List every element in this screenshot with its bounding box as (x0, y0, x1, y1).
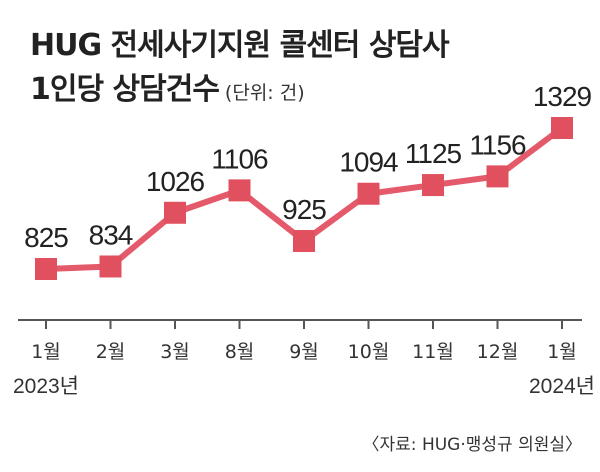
data-point-marker (357, 182, 380, 205)
data-point-marker (422, 174, 444, 197)
data-label: 1125 (405, 138, 462, 169)
data-label: 825 (24, 222, 68, 253)
x-tick-label: 11월 (412, 341, 454, 363)
x-tick-label: 1월 (547, 341, 577, 363)
chart-title-line1: HUG 전세사기지원 콜센터 상담사 (30, 28, 450, 63)
data-point-marker (293, 230, 315, 253)
data-label: 1156 (469, 129, 526, 160)
data-point-marker (164, 201, 186, 224)
x-tick-label: 3월 (160, 341, 190, 363)
data-label: 925 (282, 194, 326, 225)
line-chart: 1월 2월 3월 8월 9월 10월 11월 12월 1월 2023년 2024년 825 834 102… (13, 81, 595, 398)
x-tick-label: 10월 (348, 341, 390, 363)
x-tick-label: 2월 (96, 341, 126, 363)
data-point-marker (486, 165, 509, 188)
data-label: 1329 (533, 81, 592, 112)
data-label: 1094 (339, 147, 398, 178)
chart-title-text: 1인당 상담건수 (30, 72, 220, 107)
data-point-marker (551, 117, 573, 139)
data-label: 1106 (211, 143, 268, 174)
data-point-marker (99, 255, 122, 278)
x-tick-label: 12월 (477, 341, 519, 363)
data-label: 1026 (146, 166, 205, 197)
x-tick-label: 1월 (31, 341, 61, 363)
chart-title-line2: 1인당 상담건수 (단위: 건) (30, 64, 305, 108)
year-label: 2023년 (13, 375, 79, 398)
unit-label: (단위: 건) (224, 82, 305, 104)
data-label: 834 (89, 219, 133, 250)
x-tick-label: 8월 (225, 341, 255, 363)
source-note: 〈자료: HUG·맹성규 의원실〉 (362, 435, 582, 455)
data-point-marker (228, 179, 251, 202)
x-tick-label: 9월 (289, 341, 319, 363)
data-point-marker (35, 258, 57, 280)
year-label: 2024년 (529, 375, 595, 398)
